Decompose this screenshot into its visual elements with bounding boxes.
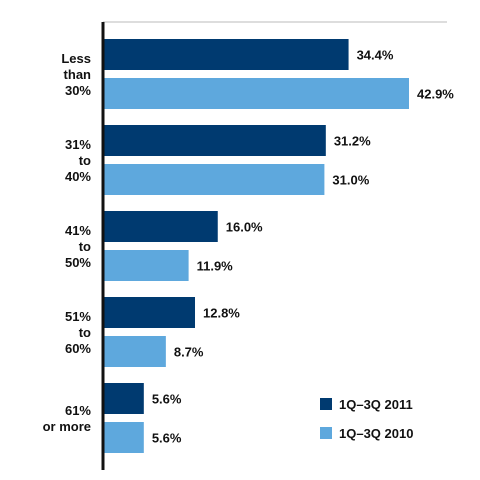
category-label-1-line-1: Less (61, 51, 91, 66)
category-label-3-line-2: to (79, 239, 91, 254)
legend-swatch-2011 (320, 398, 332, 410)
category-label-1-line-3: 30% (65, 83, 91, 98)
category-label-3-line-1: 41% (65, 223, 91, 238)
category-label-2-line-1: 31% (65, 137, 91, 152)
bar-2010-cat3 (104, 250, 189, 281)
bars-layer (104, 39, 409, 453)
category-label-5-line-2: or more (43, 419, 91, 434)
legend-label-2011: 1Q–3Q 2011 (339, 397, 413, 412)
category-label-3-line-3: 50% (65, 255, 91, 270)
bar-2010-cat2 (104, 164, 325, 195)
value-label-2011-cat2: 31.2% (334, 134, 371, 149)
value-label-2010-cat1: 42.9% (417, 87, 454, 102)
value-label-2011-cat3: 16.0% (226, 220, 263, 235)
category-labels: Lessthan30%31%to40%41%to50%51%to60%61%or… (43, 51, 92, 434)
category-label-5-line-1: 61% (65, 403, 91, 418)
bar-2010-cat5 (104, 422, 144, 453)
value-label-2010-cat3: 11.9% (197, 259, 234, 274)
bar-2011-cat1 (104, 39, 349, 70)
legend-label-2010: 1Q–3Q 2010 (339, 426, 413, 441)
bar-2010-cat4 (104, 336, 166, 367)
bar-2011-cat4 (104, 297, 196, 328)
bar-2011-cat3 (104, 211, 218, 242)
value-label-2010-cat2: 31.0% (332, 173, 369, 188)
category-label-2-line-3: 40% (65, 169, 91, 184)
category-label-4-line-2: to (79, 325, 91, 340)
value-labels: 34.4% 42.9% 31.2% 31.0% 16.0% 11.9% 12.8% 8.7% 5… (152, 48, 454, 446)
value-label-2010-cat4: 8.7% (174, 345, 204, 360)
bar-2010-cat1 (104, 78, 409, 109)
value-label-2011-cat5: 5.6% (152, 392, 182, 407)
legend: 1Q–3Q 2011 1Q–3Q 2010 (320, 397, 413, 441)
legend-swatch-2010 (320, 427, 332, 439)
bar-2011-cat5 (104, 383, 144, 414)
bar-2011-cat2 (104, 125, 326, 156)
category-label-2-line-2: to (79, 153, 91, 168)
category-label-4-line-3: 60% (65, 341, 91, 356)
value-label-2010-cat5: 5.6% (152, 431, 182, 446)
value-label-2011-cat1: 34.4% (357, 48, 394, 63)
category-label-4-line-1: 51% (65, 309, 91, 324)
value-label-2011-cat4: 12.8% (203, 306, 240, 321)
category-label-1-line-2: than (64, 67, 92, 82)
